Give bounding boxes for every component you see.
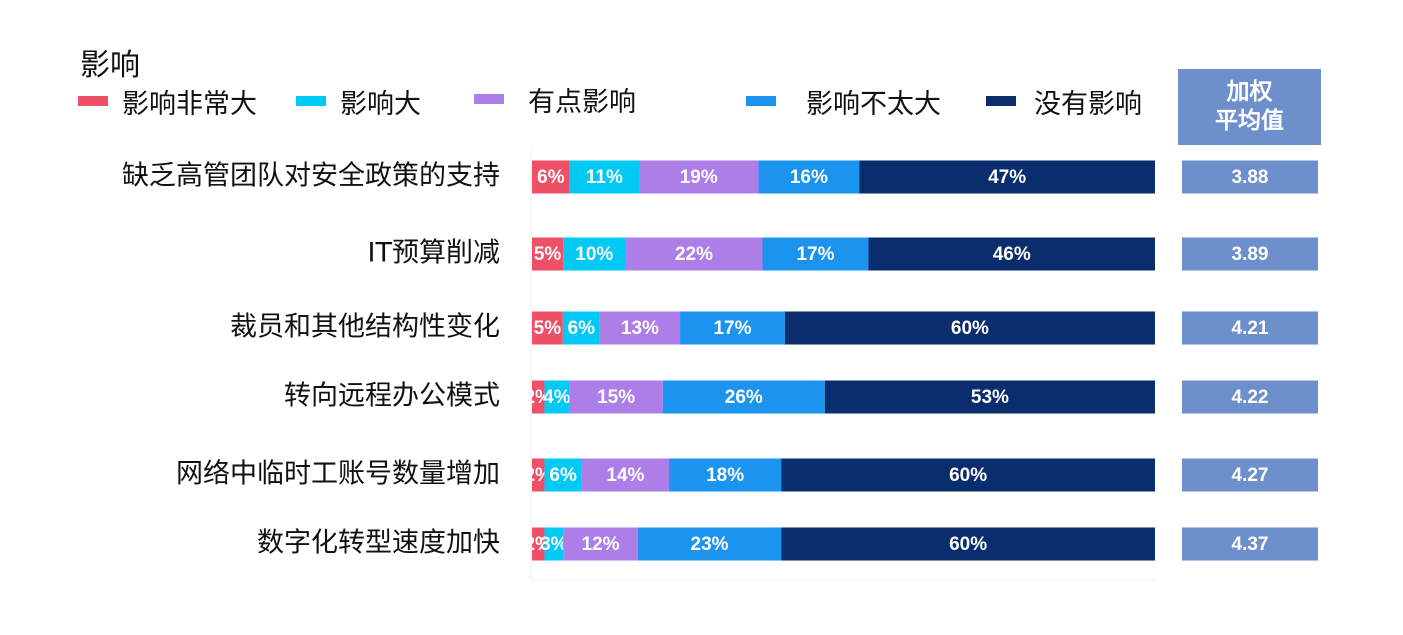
data-label: 11% <box>586 167 623 188</box>
data-label: 12% <box>582 534 620 555</box>
weighted-average-cell <box>1182 458 1318 492</box>
legend-swatch-high <box>296 96 326 106</box>
legend-label: 影响非常大 <box>122 88 257 120</box>
data-label: 3% <box>540 534 568 555</box>
category-label: IT预算削减 <box>368 238 500 269</box>
bar-segment <box>544 527 564 561</box>
legend-item-very-high: 影响非常大 <box>78 84 257 120</box>
bar-segment <box>859 160 1155 194</box>
data-label: 26% <box>725 387 763 408</box>
data-label: 60% <box>949 534 987 555</box>
weighted-average-cell <box>1182 311 1318 345</box>
bar-segment <box>680 311 785 345</box>
bar-segment <box>532 311 563 345</box>
legend-label: 影响不太大 <box>806 88 941 120</box>
legend-item-high: 影响大 <box>296 84 421 120</box>
weighted-average-cell <box>1182 380 1318 414</box>
bar-segment <box>781 527 1155 561</box>
chart-title: 影响 <box>80 48 140 83</box>
legend-swatch-some <box>474 94 504 104</box>
legend-item-some: 有点影响 <box>474 82 636 118</box>
bar-segment <box>562 311 600 345</box>
weighted-average-value: 4.21 <box>1232 318 1269 339</box>
legend-swatch-none <box>986 96 1016 106</box>
bar-segment <box>544 458 582 492</box>
weighted-average-value: 3.88 <box>1232 167 1269 188</box>
weighted-average-cell <box>1182 160 1318 194</box>
data-label: 17% <box>796 244 834 265</box>
bar-segment <box>824 380 1155 414</box>
bar-segment <box>599 311 681 345</box>
data-label: 13% <box>621 318 659 339</box>
data-label: 6% <box>537 167 565 188</box>
bar-segment <box>758 160 860 194</box>
data-label: 5% <box>534 318 562 339</box>
bar-segment <box>637 527 782 561</box>
legend-label: 影响大 <box>340 88 421 120</box>
data-label: 6% <box>549 465 577 486</box>
data-label: 5% <box>534 244 562 265</box>
bar-segment <box>532 527 545 561</box>
bar-segment <box>669 458 782 492</box>
bar-segment <box>563 527 638 561</box>
bar-segment <box>625 237 763 271</box>
weighted-average-value: 4.27 <box>1232 465 1269 486</box>
weighted-average-header-line2: 平均值 <box>1215 108 1284 134</box>
data-label: 6% <box>568 318 596 339</box>
bar-segment <box>784 311 1155 345</box>
category-label: 转向远程办公模式 <box>284 381 500 412</box>
weighted-average-cell <box>1182 527 1318 561</box>
bar-segment <box>532 237 564 271</box>
data-label: 10% <box>575 244 613 265</box>
data-label: 22% <box>675 244 713 265</box>
legend-swatch-not-much <box>746 96 776 106</box>
legend-label: 没有影响 <box>1034 88 1142 120</box>
bar-segment <box>638 160 759 194</box>
data-label: 15% <box>597 387 635 408</box>
data-label: 19% <box>680 167 718 188</box>
legend-item-none: 没有影响 <box>986 84 1142 120</box>
legend-item-not-much: 影响不太大 <box>746 84 941 120</box>
bar-segment <box>581 458 670 492</box>
bar-segment <box>868 237 1155 271</box>
bar-segment <box>781 458 1155 492</box>
bar-segment <box>569 380 663 414</box>
bar-segment <box>544 380 570 414</box>
data-label: 46% <box>993 244 1031 265</box>
bar-segment <box>532 458 545 492</box>
bar-segment <box>762 237 869 271</box>
bar-segment <box>532 160 570 194</box>
bar-segment <box>569 160 639 194</box>
legend-swatch-very-high <box>78 96 108 106</box>
legend-label: 有点影响 <box>528 86 636 118</box>
weighted-average-value: 4.22 <box>1232 387 1269 408</box>
data-label: 4% <box>543 387 571 408</box>
bar-segment <box>563 237 626 271</box>
data-label: 18% <box>706 465 744 486</box>
category-label: 数字化转型速度加快 <box>257 528 500 559</box>
weighted-average-value: 3.89 <box>1232 244 1269 265</box>
data-label: 60% <box>951 318 989 339</box>
weighted-average-cell <box>1182 237 1318 271</box>
data-label: 47% <box>988 167 1026 188</box>
weighted-average-header: 加权 平均值 <box>1178 69 1321 145</box>
data-label: 60% <box>949 465 987 486</box>
category-label: 裁员和其他结构性变化 <box>230 312 500 343</box>
weighted-average-header-line1: 加权 <box>1226 79 1273 105</box>
data-label: 53% <box>971 387 1009 408</box>
weighted-average-value: 4.37 <box>1232 534 1269 555</box>
category-label: 网络中临时工账号数量增加 <box>176 459 500 490</box>
data-label: 23% <box>691 534 729 555</box>
category-label: 缺乏高管团队对安全政策的支持 <box>122 161 500 192</box>
bar-segment <box>532 380 545 414</box>
data-label: 14% <box>606 465 644 486</box>
data-label: 17% <box>713 318 751 339</box>
bar-segment <box>662 380 825 414</box>
data-label: 16% <box>790 167 828 188</box>
